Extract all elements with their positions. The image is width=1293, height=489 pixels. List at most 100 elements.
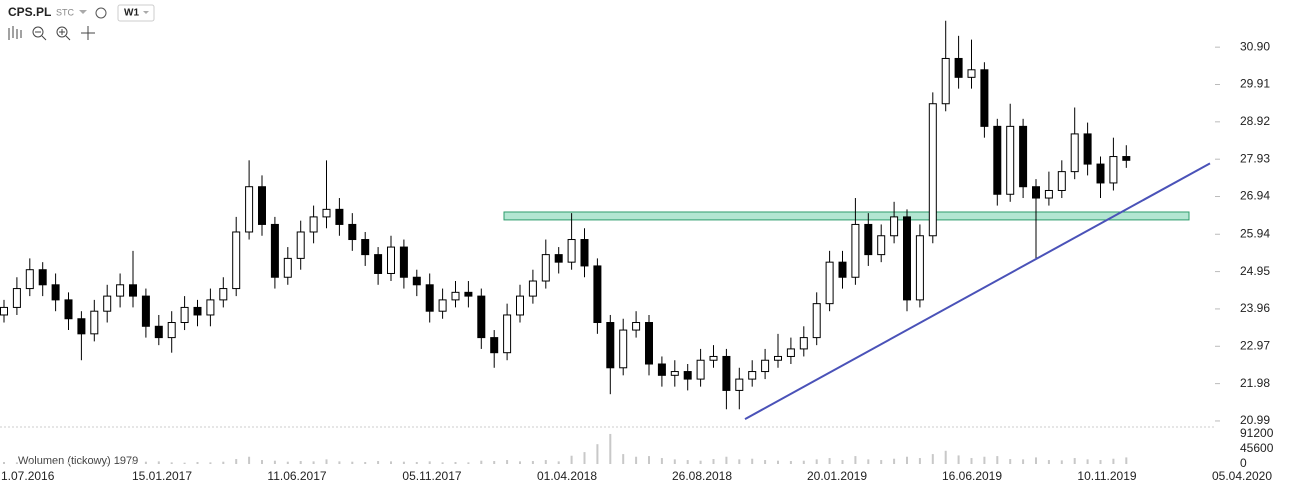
- candle-body: [1096, 163, 1105, 184]
- candle-body: [206, 299, 215, 316]
- candle-body: [980, 69, 989, 127]
- candle-body: [838, 261, 847, 278]
- volume-bar: [209, 462, 212, 464]
- timeframe-box[interactable]: [117, 4, 155, 22]
- x-tick-label: 05.04.2020: [1212, 469, 1272, 483]
- candle-body: [1044, 189, 1053, 199]
- zoom-out-icon[interactable]: [32, 26, 44, 38]
- y-tick-label: 21.98: [1240, 376, 1270, 390]
- candle-body: [554, 254, 563, 263]
- y-tick-label: 23.96: [1240, 301, 1270, 315]
- symbol: CPS.PL: [8, 5, 51, 19]
- volume-bar: [196, 462, 199, 464]
- candle-body: [232, 231, 241, 290]
- candle-body: [928, 103, 937, 237]
- candle-body: [1122, 156, 1131, 161]
- candle-body: [193, 306, 202, 316]
- volume-bar: [699, 460, 702, 464]
- trendline: [744, 162, 1211, 420]
- y-tick-label: 28.92: [1240, 114, 1270, 128]
- volume-label: Wolumen (tickowy) 1979: [18, 455, 138, 467]
- volume-bar: [1112, 458, 1115, 464]
- candle-body: [799, 337, 808, 350]
- volume-bar: [67, 462, 70, 464]
- mode[interactable]: STC: [56, 7, 75, 17]
- volume-bar: [28, 461, 31, 464]
- candle-body: [477, 295, 486, 339]
- candle-body: [915, 235, 924, 301]
- volume-bar: [802, 460, 805, 464]
- volume-bar: [144, 461, 147, 464]
- volume-bar: [222, 461, 225, 464]
- candle-body: [103, 295, 112, 312]
- x-tick-label: 26.08.2018: [672, 469, 732, 483]
- candle-body: [64, 299, 73, 320]
- volume-bar: [338, 461, 341, 464]
- volume-bar: [531, 461, 534, 464]
- candle-body: [645, 322, 653, 365]
- candle-body: [0, 306, 8, 316]
- volume-bar: [261, 460, 263, 464]
- volume-bar: [493, 461, 496, 464]
- dropdown-arrow[interactable]: [143, 11, 149, 14]
- info-icon[interactable]: [95, 7, 107, 19]
- volume-bar: [944, 450, 947, 464]
- volume-bar: [467, 462, 470, 464]
- volume-bar: [519, 461, 521, 464]
- candle-body: [670, 371, 679, 376]
- x-tick-label: 16.06.2019: [942, 469, 1002, 483]
- volume-bar: [1060, 460, 1063, 464]
- candle-body: [180, 306, 189, 324]
- y-tick-label: 26.94: [1240, 189, 1270, 203]
- volume-bar: [15, 462, 18, 464]
- candles-icon[interactable]: [8, 26, 22, 40]
- candle-body: [51, 284, 60, 301]
- volume-bar: [119, 462, 122, 464]
- y-tick-label: 25.94: [1240, 226, 1270, 240]
- volume-bar: [828, 458, 831, 464]
- candle-body: [451, 291, 460, 301]
- candle-body: [219, 288, 228, 301]
- volume-bar: [583, 452, 586, 464]
- candle-body: [1032, 186, 1040, 199]
- volume-bar: [441, 462, 444, 464]
- candle-body: [851, 223, 860, 278]
- volume-bar: [54, 462, 57, 464]
- candle-body: [503, 314, 512, 354]
- candle-body: [141, 295, 150, 327]
- candle-body: [25, 269, 34, 290]
- volume-bar: [132, 461, 134, 464]
- zoom-in-icon[interactable]: [56, 26, 68, 38]
- candle-body: [412, 276, 421, 286]
- candle-body: [167, 322, 176, 339]
- volume-bar: [106, 462, 109, 464]
- volume-bar: [325, 459, 328, 464]
- x-tick-label: 01.04.2018: [537, 469, 597, 483]
- candle-body: [516, 295, 524, 316]
- volume-bar: [764, 460, 767, 464]
- volume-bar: [751, 458, 754, 464]
- volume-bar: [544, 460, 547, 464]
- timeframe[interactable]: W1: [124, 8, 139, 19]
- volume-bar: [3, 462, 5, 464]
- dropdown-arrow[interactable]: [79, 10, 87, 14]
- pan-icon[interactable]: [81, 26, 95, 40]
- candle-body: [567, 239, 576, 263]
- candle-body: [270, 223, 279, 278]
- volume-bar: [660, 458, 663, 464]
- volume-bar: [402, 461, 405, 464]
- volume-bar: [789, 461, 792, 464]
- volume-bar: [570, 455, 573, 464]
- volume-bar: [777, 460, 779, 464]
- volume-bar: [673, 459, 676, 464]
- volume-bar: [557, 461, 560, 464]
- volume-bar: [738, 459, 741, 464]
- volume-bar: [983, 456, 986, 464]
- volume-bar: [906, 456, 908, 464]
- toolbar: [8, 26, 95, 41]
- candle-body: [825, 261, 834, 305]
- volume-bar: [506, 460, 509, 464]
- candle-body: [1006, 125, 1015, 195]
